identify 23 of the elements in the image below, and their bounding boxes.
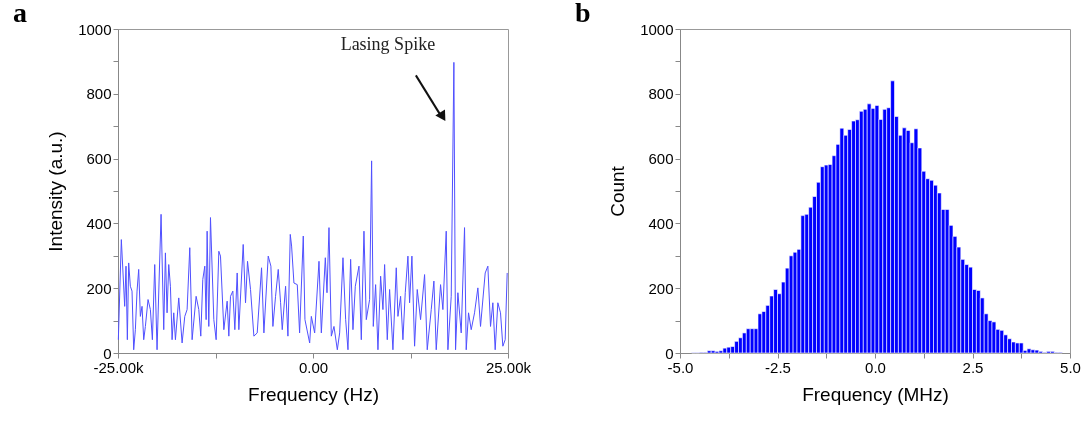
y-tick-label: 800 [648, 85, 674, 103]
chart-title: a [13, 0, 27, 28]
y-tick-label: 400 [86, 214, 112, 232]
x-tick-label: 2.5 [962, 358, 984, 376]
y-tick-label: 800 [86, 85, 112, 103]
y-tick-label: 400 [648, 214, 674, 232]
y-tick-label: 200 [648, 279, 674, 297]
x-tick-label: 5.0 [1060, 358, 1081, 376]
x-tick-label: 0.00 [298, 358, 329, 376]
x-axis-title: Frequency (MHz) [802, 383, 949, 405]
y-axis-title: Intensity (a.u.) [45, 131, 67, 252]
x-tick-label: 25.00k [485, 358, 532, 376]
y-tick-label: 1000 [640, 20, 674, 38]
y-axis-title: Count [607, 165, 629, 217]
annotation: Lasing Spike [340, 34, 436, 55]
x-tick-label: 0.0 [865, 358, 886, 376]
x-tick-label: -2.5 [765, 358, 791, 376]
chart-title: b [575, 0, 591, 28]
y-tick-label: 600 [86, 150, 112, 168]
y-tick-label: 200 [86, 279, 112, 297]
y-tick-label: 1000 [78, 20, 112, 38]
y-tick-label: 600 [648, 150, 674, 168]
x-axis-title: Frequency (Hz) [248, 383, 379, 405]
